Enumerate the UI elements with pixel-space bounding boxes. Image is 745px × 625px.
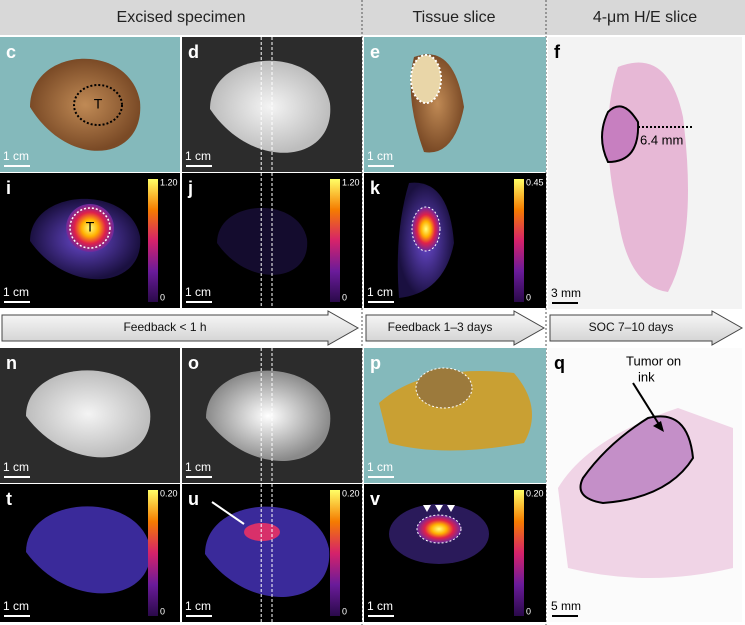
- arrow-label: Feedback < 1 h: [123, 320, 206, 334]
- hotspot: [416, 514, 462, 544]
- tumor-outline: [73, 84, 123, 126]
- annotation: 6.4 mm: [640, 132, 683, 147]
- tumor-marker: T: [86, 219, 95, 235]
- specimen: [30, 58, 141, 151]
- signal: [217, 207, 308, 275]
- timeline-arrow: [365, 310, 546, 346]
- panel-letter: t: [6, 489, 12, 509]
- colorbar: [330, 490, 340, 616]
- hotspot: [66, 204, 114, 252]
- panel-letter: j: [187, 178, 193, 198]
- timeline-arrow: [1, 310, 360, 346]
- colorbar: [148, 179, 158, 302]
- tumor-outline: [415, 367, 473, 409]
- colorbar-min: 0: [526, 606, 531, 616]
- colorbar: [330, 179, 340, 302]
- colorbar-min: 0: [160, 292, 165, 302]
- header: Tissue slice: [413, 9, 496, 26]
- colorbar-min: 0: [342, 292, 347, 302]
- annotation: ink: [638, 369, 655, 384]
- panel-letter: i: [6, 178, 11, 198]
- pointer-head: [653, 421, 664, 432]
- colorbar-max: 1.20: [160, 177, 178, 187]
- panel-letter: p: [370, 353, 381, 373]
- arrowhead: [435, 505, 443, 512]
- panel-letter: o: [188, 353, 199, 373]
- tumor-outline: [69, 207, 111, 249]
- signal: [205, 506, 330, 598]
- panel-letter: d: [188, 42, 199, 62]
- colorbar-min: 0: [526, 292, 531, 302]
- arrowhead: [423, 505, 431, 512]
- panel-letter: u: [188, 489, 199, 509]
- tumor-outline: [579, 415, 695, 505]
- scale-label: 1 cm: [185, 460, 211, 474]
- scale-label: 1 cm: [367, 285, 393, 299]
- tumor-outline: [410, 54, 442, 104]
- scale-label: 1 cm: [367, 149, 393, 163]
- colorbar: [148, 490, 158, 616]
- panel-letter: k: [370, 178, 381, 198]
- hotspot: [244, 523, 280, 541]
- arrowhead: [447, 505, 455, 512]
- tumor-outline: [601, 105, 640, 164]
- specimen: [210, 60, 331, 153]
- signal: [26, 506, 151, 594]
- pointer: [632, 382, 661, 427]
- panel-letter: q: [554, 353, 565, 373]
- hotspot: [411, 206, 441, 252]
- specimen: [206, 370, 331, 462]
- scale-label: 1 cm: [367, 460, 393, 474]
- arrow-label: SOC 7–10 days: [589, 320, 674, 334]
- header: Excised specimen: [117, 9, 246, 26]
- arrow-label: Feedback 1–3 days: [388, 320, 493, 334]
- header-band: [0, 0, 745, 35]
- panel-letter: e: [370, 42, 380, 62]
- scale-label: 1 cm: [3, 599, 29, 613]
- scale-label: 5 mm: [551, 599, 581, 613]
- colorbar-max: 0.20: [526, 488, 544, 498]
- colorbar: [514, 179, 524, 302]
- colorbar-min: 0: [160, 606, 165, 616]
- scale-label: 1 cm: [3, 285, 29, 299]
- specimen: [26, 370, 151, 458]
- pointer: [211, 501, 245, 525]
- header: 4-μm H/E slice: [593, 9, 697, 26]
- timeline-arrow: [549, 310, 744, 346]
- panel-letter: f: [554, 42, 561, 62]
- panel-letter: n: [6, 353, 17, 373]
- annotation: Tumor on: [626, 353, 681, 368]
- scale-label: 1 cm: [367, 599, 393, 613]
- scale-label: 1 cm: [185, 599, 211, 613]
- colorbar-max: 0.45: [526, 177, 544, 187]
- scale-label: 3 mm: [551, 286, 581, 300]
- colorbar: [514, 490, 524, 616]
- scale-label: 1 cm: [185, 285, 211, 299]
- scale-label: 1 cm: [3, 460, 29, 474]
- panel-letter: c: [6, 42, 16, 62]
- colorbar-max: 0.20: [342, 488, 360, 498]
- scale-label: 1 cm: [185, 149, 211, 163]
- panel-letter: v: [370, 489, 380, 509]
- tumor-marker: T: [94, 96, 103, 112]
- scale-label: 1 cm: [3, 149, 29, 163]
- colorbar-min: 0: [342, 606, 347, 616]
- colorbar-max: 0.20: [160, 488, 178, 498]
- colorbar-max: 1.20: [342, 177, 360, 187]
